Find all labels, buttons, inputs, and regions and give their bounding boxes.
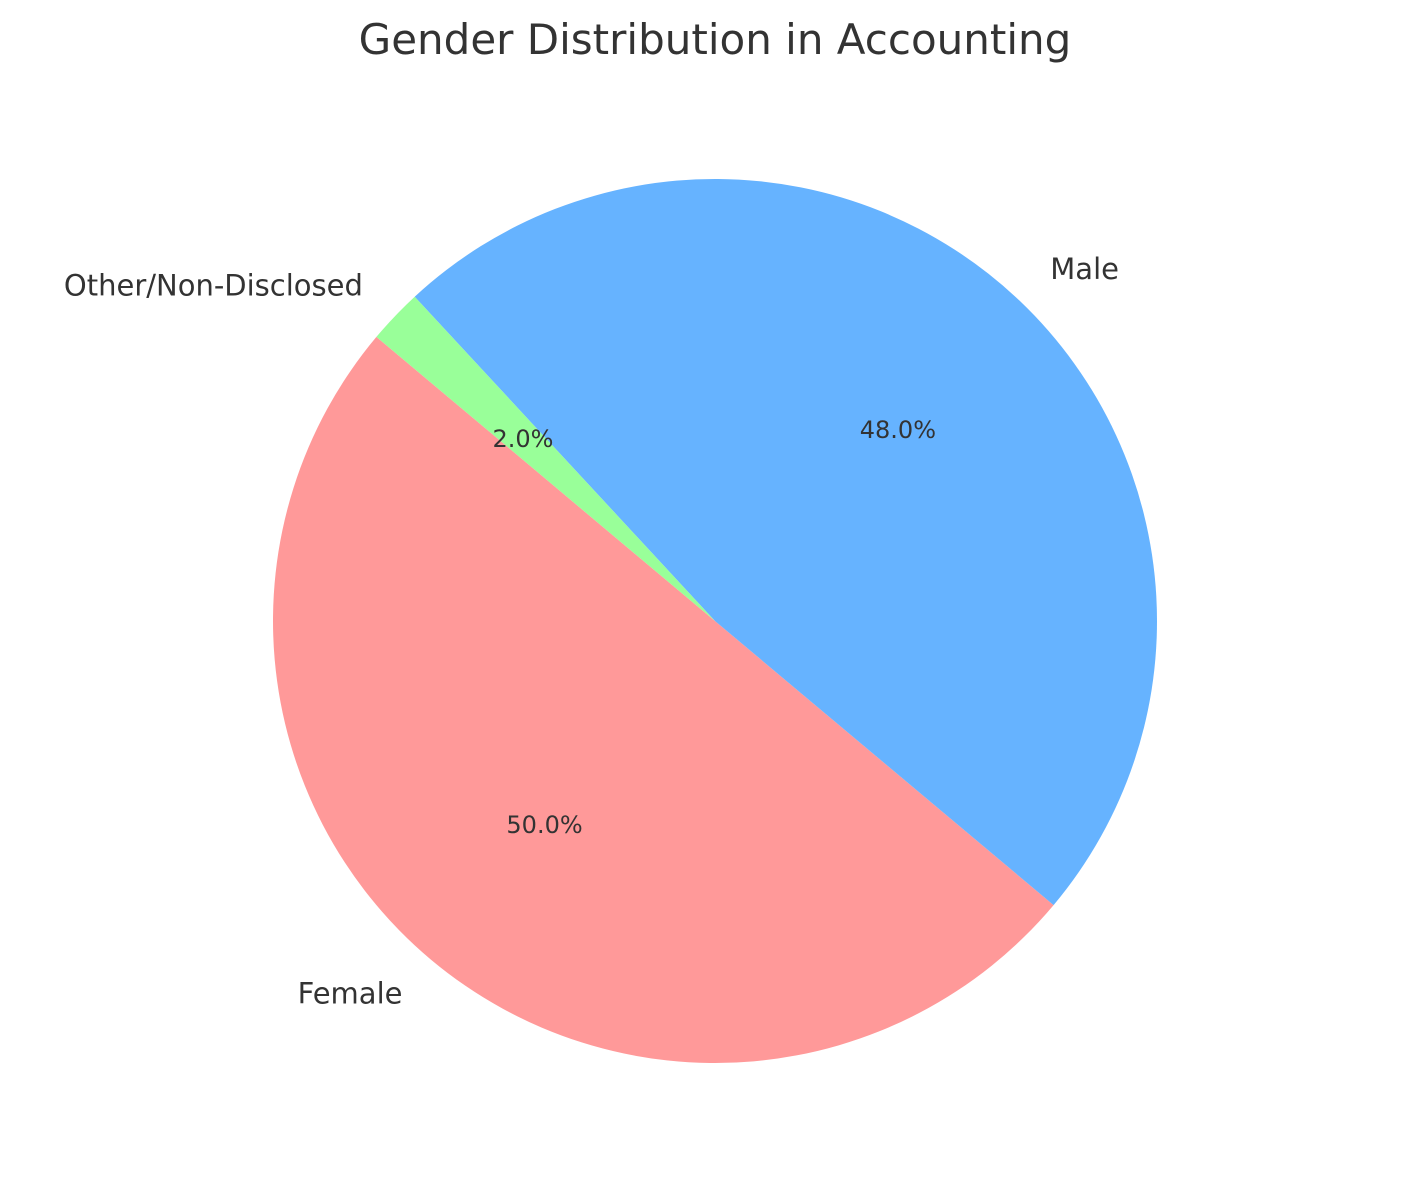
slice-label: Female <box>298 976 403 1010</box>
slice-percent-label: 48.0% <box>860 416 936 444</box>
pie-slice-other-non-disclosed <box>376 296 715 621</box>
slice-label: Other/Non-Disclosed <box>64 269 363 303</box>
pie-slice-female <box>273 336 1054 1063</box>
pie-slice-male <box>414 178 1158 906</box>
slice-percent-label: 2.0% <box>492 425 553 453</box>
pie-labels: Female 50.0% Male 48.0% Other/Non-Disclosed 2… <box>64 252 1119 1011</box>
slice-percent-label: 50.0% <box>506 811 582 839</box>
chart-title: Gender Distribution in Accounting <box>359 15 1072 64</box>
pie-slices <box>273 178 1158 1063</box>
slice-label: Male <box>1050 252 1119 286</box>
